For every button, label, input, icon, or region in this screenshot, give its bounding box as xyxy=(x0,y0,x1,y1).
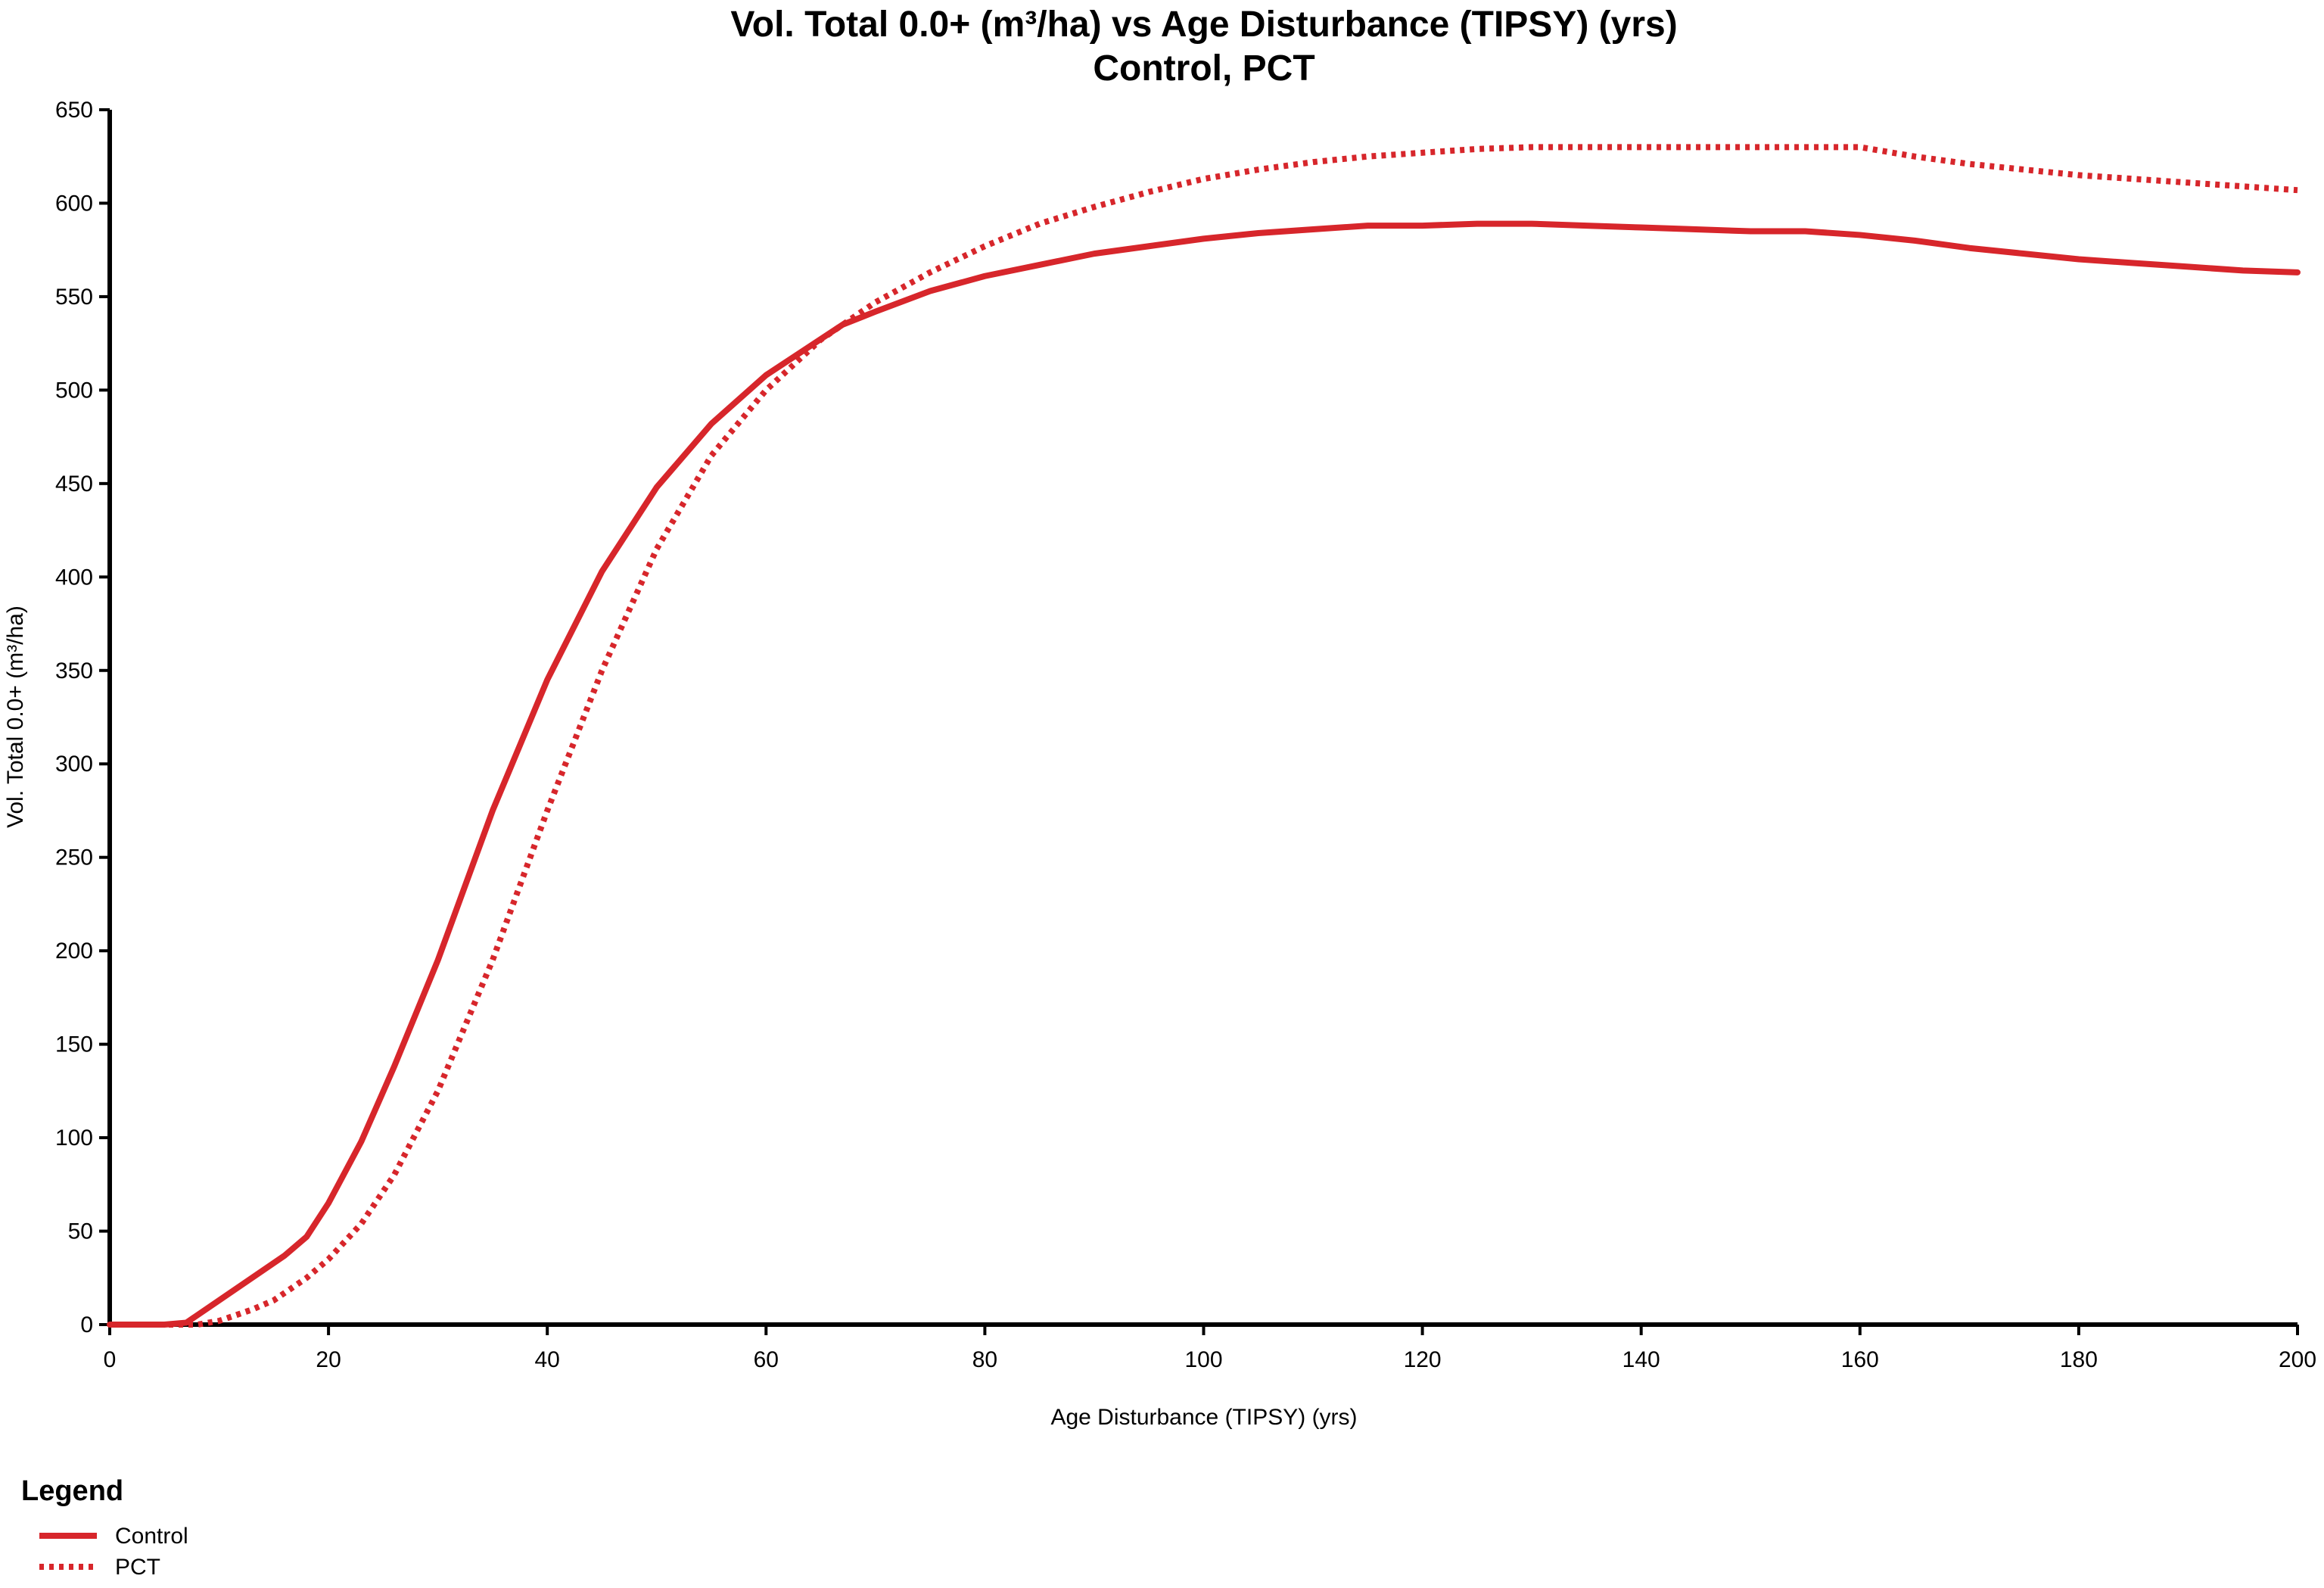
y-tick-label: 300 xyxy=(55,752,93,777)
x-tick-label: 160 xyxy=(1841,1347,1879,1372)
y-tick-label: 400 xyxy=(55,565,93,590)
x-tick-label: 80 xyxy=(972,1347,997,1372)
y-tick-label: 0 xyxy=(80,1312,93,1337)
x-axis-ticks: 0 20 40 60 80 100 120 140 160 180 200 xyxy=(104,1325,2316,1372)
legend-title: Legend xyxy=(21,1475,123,1507)
series-line-control xyxy=(107,220,2301,1328)
y-tick-label: 500 xyxy=(55,378,93,403)
chart-title: Vol. Total 0.0+ (m³/ha) vs Age Disturban… xyxy=(730,5,1677,45)
y-tick-label: 150 xyxy=(55,1032,93,1057)
y-tick-label: 350 xyxy=(55,659,93,683)
x-tick-label: 120 xyxy=(1404,1347,1442,1372)
y-axis-ticks: 0 50 100 150 200 250 300 350 400 450 500 550 600 650 xyxy=(55,98,110,1337)
y-tick-label: 100 xyxy=(55,1126,93,1151)
legend: Legend Control PCT xyxy=(21,1475,188,1580)
y-tick-label: 50 xyxy=(68,1219,93,1244)
legend-item-pct: PCT xyxy=(39,1555,160,1580)
x-axis-label: Age Disturbance (TIPSY) (yrs) xyxy=(1050,1405,1357,1430)
x-tick-label: 140 xyxy=(1622,1347,1660,1372)
plot-area xyxy=(107,144,2301,1328)
y-axis-label: Vol. Total 0.0+ (m³/ha) xyxy=(3,606,28,828)
x-tick-label: 60 xyxy=(754,1347,779,1372)
y-tick-label: 600 xyxy=(55,191,93,216)
x-tick-label: 100 xyxy=(1184,1347,1222,1372)
y-tick-label: 450 xyxy=(55,472,93,497)
y-tick-label: 650 xyxy=(55,98,93,123)
y-tick-label: 200 xyxy=(55,939,93,964)
y-tick-label: 550 xyxy=(55,285,93,310)
x-tick-label: 0 xyxy=(104,1347,117,1372)
y-tick-label: 250 xyxy=(55,845,93,870)
x-tick-label: 40 xyxy=(535,1347,560,1372)
legend-item-control: Control xyxy=(39,1524,188,1549)
chart-titles: Vol. Total 0.0+ (m³/ha) vs Age Disturban… xyxy=(730,5,1677,89)
x-tick-label: 180 xyxy=(2060,1347,2098,1372)
x-tick-label: 20 xyxy=(316,1347,341,1372)
series-line-pct xyxy=(110,144,2298,1328)
legend-label-control: Control xyxy=(115,1524,188,1549)
legend-label-pct: PCT xyxy=(115,1555,160,1580)
x-tick-label: 200 xyxy=(2279,1347,2316,1372)
chart-subtitle: Control, PCT xyxy=(1093,48,1314,89)
